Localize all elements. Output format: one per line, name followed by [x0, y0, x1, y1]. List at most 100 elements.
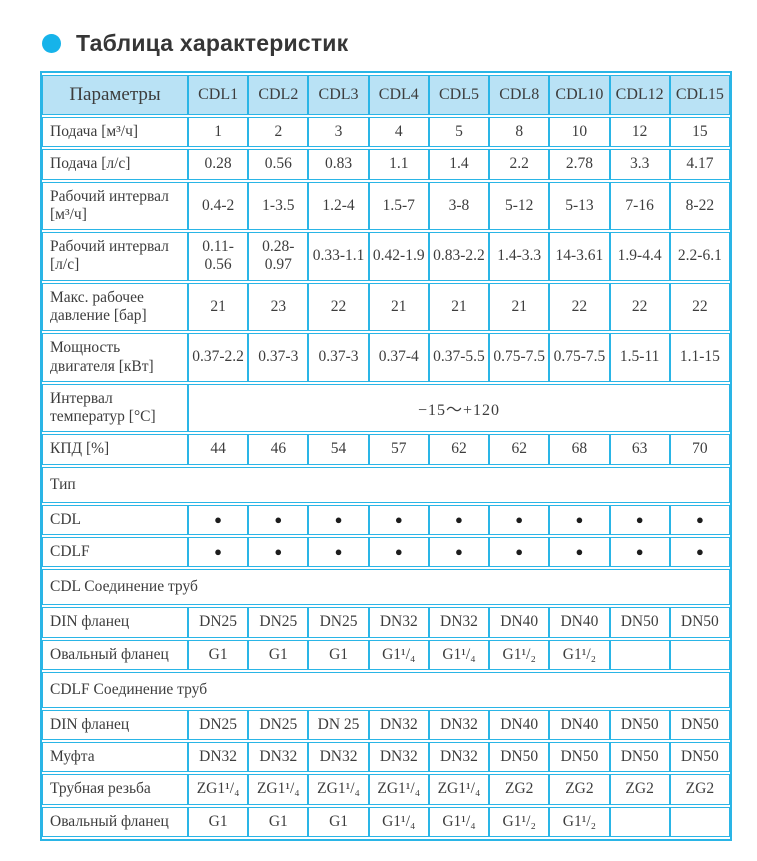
cell-value: 44 — [188, 434, 249, 465]
cell-value: G1¹/₂ — [489, 639, 550, 670]
column-header-model: CDL3 — [308, 75, 369, 115]
availability-dot: ● — [489, 504, 550, 535]
cell-value: DN32 — [248, 742, 309, 773]
cell-value: G1 — [248, 639, 309, 670]
row-label: Подача [м³/ч] — [42, 117, 188, 148]
table-row: Подача [м³/ч] 1 2 3 4 5 8 10 12 15 — [42, 117, 730, 148]
table-row: CDL Соединение труб — [42, 569, 730, 606]
cell-value: 4 — [368, 117, 429, 148]
cell-value: 0.83-2.2 — [428, 232, 490, 281]
row-label: CDL — [42, 504, 188, 535]
cell-value: 4.17 — [669, 149, 730, 180]
cell-value: 1.5-11 — [609, 333, 670, 382]
table-row: CDLF ● ● ● ● ● ● ● ● ● — [42, 536, 730, 568]
cell-value: 2.2-6.1 — [669, 232, 730, 281]
cell-value: DN32 — [368, 742, 429, 773]
row-label: Подача [л/с] — [42, 149, 188, 180]
table-row: DIN фланец DN25 DN25 DN25 DN32 DN32 DN40 DN40 DN… — [42, 607, 730, 638]
cell-value — [609, 639, 670, 670]
cell-value: G1 — [308, 806, 369, 837]
table-row: CDLF Соединение труб — [42, 671, 730, 708]
table-row: Подача [л/с] 0.28 0.56 0.83 1.1 1.4 2.2 2.78 3.3… — [42, 149, 730, 180]
cell-value: 0.37-5.5 — [428, 333, 490, 382]
cell-value — [609, 806, 670, 837]
cell-value: 21 — [368, 282, 429, 332]
column-header-model: CDL2 — [248, 75, 309, 115]
row-span-value: −15～+120 — [188, 383, 730, 433]
cell-value: 5 — [428, 117, 490, 148]
table-row: Овальный фланец G1 G1 G1 G1¹/₄ G1¹/₄ G1¹/₂ G1¹/… — [42, 639, 730, 670]
availability-dot: ● — [188, 504, 249, 535]
cell-value: DN40 — [549, 607, 610, 638]
row-label: DIN фланец — [42, 709, 188, 741]
cell-value: 21 — [428, 282, 490, 332]
cell-value: DN50 — [609, 742, 670, 773]
cell-value: 3-8 — [428, 181, 490, 231]
cell-value: ZG2 — [669, 774, 730, 805]
spec-table: Параметры CDL1 CDL2 CDL3 CDL4 CDL5 CDL8 CDL10 CD… — [40, 71, 732, 841]
column-header-model: CDL5 — [428, 75, 490, 115]
cell-value: DN50 — [609, 709, 670, 741]
cell-value: 3 — [308, 117, 369, 148]
column-header-model: CDL1 — [188, 75, 249, 115]
cell-value: ZG1¹/₄ — [368, 774, 429, 805]
cell-value: 8 — [489, 117, 550, 148]
column-header-model: CDL12 — [609, 75, 670, 115]
cell-value: ZG1¹/₄ — [248, 774, 309, 805]
cell-value: 14-3.61 — [549, 232, 610, 281]
content-area: Таблица характеристик Параметры CDL1 CDL2 C… — [40, 30, 732, 841]
cell-value: 22 — [549, 282, 610, 332]
table-row: Рабочий интервал [л/с] 0.11-0.56 0.28-0.97… — [42, 232, 730, 281]
cell-value — [669, 639, 730, 670]
cell-value: 1 — [188, 117, 249, 148]
cell-value: DN25 — [308, 607, 369, 638]
cell-value: 0.75-7.5 — [489, 333, 550, 382]
availability-dot: ● — [248, 536, 309, 568]
column-header-model: CDL15 — [669, 75, 730, 115]
cell-value: 57 — [368, 434, 429, 465]
cell-value: 21 — [188, 282, 249, 332]
cell-value: 1.9-4.4 — [609, 232, 670, 281]
table-row: Мощность двигателя [кВт] 0.37-2.2 0.37-3 0.… — [42, 333, 730, 382]
table-row: Рабочий интервал [м³/ч] 0.4-2 1-3.5 1.2-4 1.… — [42, 181, 730, 231]
title-row: Таблица характеристик — [42, 30, 732, 57]
table-body: Подача [м³/ч] 1 2 3 4 5 8 10 12 15 Подача [л/с] 0.2… — [42, 117, 730, 837]
row-label: Трубная резьба — [42, 774, 188, 805]
cell-value: ZG2 — [549, 774, 610, 805]
cell-value: 22 — [609, 282, 670, 332]
cell-value: DN50 — [669, 709, 730, 741]
cell-value: DN50 — [669, 742, 730, 773]
section-label: Тип — [42, 466, 730, 503]
cell-value: 0.37-3 — [248, 333, 309, 382]
cell-value: 12 — [609, 117, 670, 148]
availability-dot: ● — [609, 504, 670, 535]
cell-value: DN50 — [669, 607, 730, 638]
row-label: Интервал температур [°C] — [42, 383, 188, 433]
row-label: Мощность двигателя [кВт] — [42, 333, 188, 382]
table-row: Муфта DN32 DN32 DN32 DN32 DN32 DN50 DN50 DN50 DN5… — [42, 742, 730, 773]
cell-value: 2.2 — [489, 149, 550, 180]
availability-dot: ● — [248, 504, 309, 535]
cell-value: 3.3 — [609, 149, 670, 180]
cell-value: ZG2 — [489, 774, 550, 805]
cell-value: 1.4-3.3 — [489, 232, 550, 281]
cell-value: DN50 — [609, 607, 670, 638]
row-label: КПД [%] — [42, 434, 188, 465]
bullet-icon — [42, 34, 61, 53]
cell-value: 62 — [489, 434, 550, 465]
cell-value: 2 — [248, 117, 309, 148]
cell-value: 22 — [308, 282, 369, 332]
cell-value: 1.1-15 — [669, 333, 730, 382]
cell-value: 0.56 — [248, 149, 309, 180]
cell-value: 2.78 — [549, 149, 610, 180]
availability-dot: ● — [669, 504, 730, 535]
availability-dot: ● — [549, 504, 610, 535]
cell-value: 0.37-2.2 — [188, 333, 249, 382]
row-label: Рабочий интервал [л/с] — [42, 232, 188, 281]
cell-value: DN32 — [428, 607, 490, 638]
cell-value: DN25 — [188, 709, 249, 741]
cell-value: 0.37-4 — [368, 333, 429, 382]
cell-value: 1.4 — [428, 149, 490, 180]
cell-value: DN40 — [549, 709, 610, 741]
cell-value: ZG1¹/₄ — [188, 774, 249, 805]
